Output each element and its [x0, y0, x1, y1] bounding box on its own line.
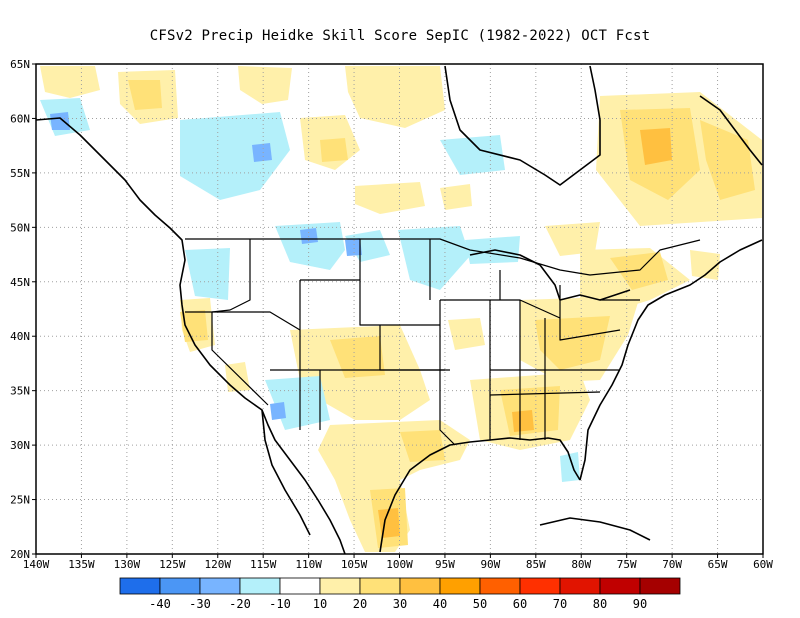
lon-label: 85W: [526, 558, 546, 571]
colorbar-label: 70: [553, 597, 567, 611]
colorbar-swatch: [119, 577, 161, 595]
colorbar-swatch: [239, 577, 281, 595]
hudson-bay: [444, 65, 601, 186]
longitude-labels: 140W 135W 130W 125W 120W 115W 110W 105W 100W 95W 9…: [23, 558, 774, 571]
lat-label: 55N: [10, 167, 30, 180]
colorbar-swatch: [319, 577, 361, 595]
us-canada-border: [185, 238, 701, 276]
west-coast: [36, 117, 346, 554]
colorbar-label: 40: [433, 597, 447, 611]
lon-label: 95W: [435, 558, 455, 571]
colorbar-swatch: [439, 577, 481, 595]
colorbar-swatch: [159, 577, 201, 595]
lon-label: 65W: [708, 558, 728, 571]
great-lakes: [469, 249, 631, 301]
colorbar-label: 90: [633, 597, 647, 611]
colorbar-swatch: [199, 577, 241, 595]
lon-label: 60W: [753, 558, 773, 571]
map-title: CFSv2 Precip Heidke Skill Score SepIC (1…: [149, 28, 651, 44]
colorbar-swatch: [639, 577, 681, 595]
lat-label: 35N: [10, 385, 30, 398]
lon-label: 70W: [662, 558, 682, 571]
lon-label: 115W: [250, 558, 277, 571]
lon-label: 135W: [68, 558, 95, 571]
colorbar-labels: -40 -30 -20 -10 10 20 30 40 50 60 70 80 90: [149, 597, 647, 611]
lon-label: 105W: [341, 558, 368, 571]
axis-ticks: [32, 63, 764, 558]
colorbar-swatch: [479, 577, 521, 595]
baja: [261, 409, 311, 536]
colorbar-swatch: [559, 577, 601, 595]
lon-label: 130W: [114, 558, 141, 571]
colorbar-label: -10: [269, 597, 291, 611]
colorbar-label: -20: [229, 597, 251, 611]
atlantic-coast: [579, 239, 763, 481]
labrador-coast: [699, 95, 763, 166]
latitude-labels: 65N 60N 55N 50N 45N 40N 35N 30N 25N 20N: [10, 58, 30, 561]
colorbar-swatch: [279, 577, 321, 595]
lat-label: 40N: [10, 330, 30, 343]
colorbar-label: -40: [149, 597, 171, 611]
colorbar-swatch: [399, 577, 441, 595]
lat-label: 45N: [10, 276, 30, 289]
cuba: [539, 517, 651, 541]
boundaries: [36, 65, 763, 554]
colorbar-swatch: [599, 577, 641, 595]
lon-label: 110W: [295, 558, 322, 571]
colorbar-label: -30: [189, 597, 211, 611]
lon-label: 75W: [617, 558, 637, 571]
colorbar-label: 80: [593, 597, 607, 611]
lon-label: 140W: [23, 558, 50, 571]
lat-label: 20N: [10, 548, 30, 561]
lat-label: 30N: [10, 439, 30, 452]
lat-label: 25N: [10, 494, 30, 507]
colorbar-label: 20: [353, 597, 367, 611]
colorbar: [119, 577, 681, 595]
colorbar-label: 50: [473, 597, 487, 611]
colorbar-label: 10: [313, 597, 327, 611]
lon-label: 125W: [159, 558, 186, 571]
colorbar-label: 60: [513, 597, 527, 611]
graticule: [36, 64, 763, 554]
colorbar-swatch: [359, 577, 401, 595]
lon-label: 80W: [571, 558, 591, 571]
skill-score-field: [40, 66, 762, 552]
lon-label: 90W: [480, 558, 500, 571]
colorbar-label: 30: [393, 597, 407, 611]
lon-label: 120W: [205, 558, 232, 571]
negative-skill-20-30: [50, 112, 362, 420]
colorbar-swatch: [519, 577, 561, 595]
lat-label: 65N: [10, 58, 30, 71]
lat-label: 60N: [10, 112, 30, 125]
lon-label: 100W: [386, 558, 413, 571]
lat-label: 50N: [10, 221, 30, 234]
